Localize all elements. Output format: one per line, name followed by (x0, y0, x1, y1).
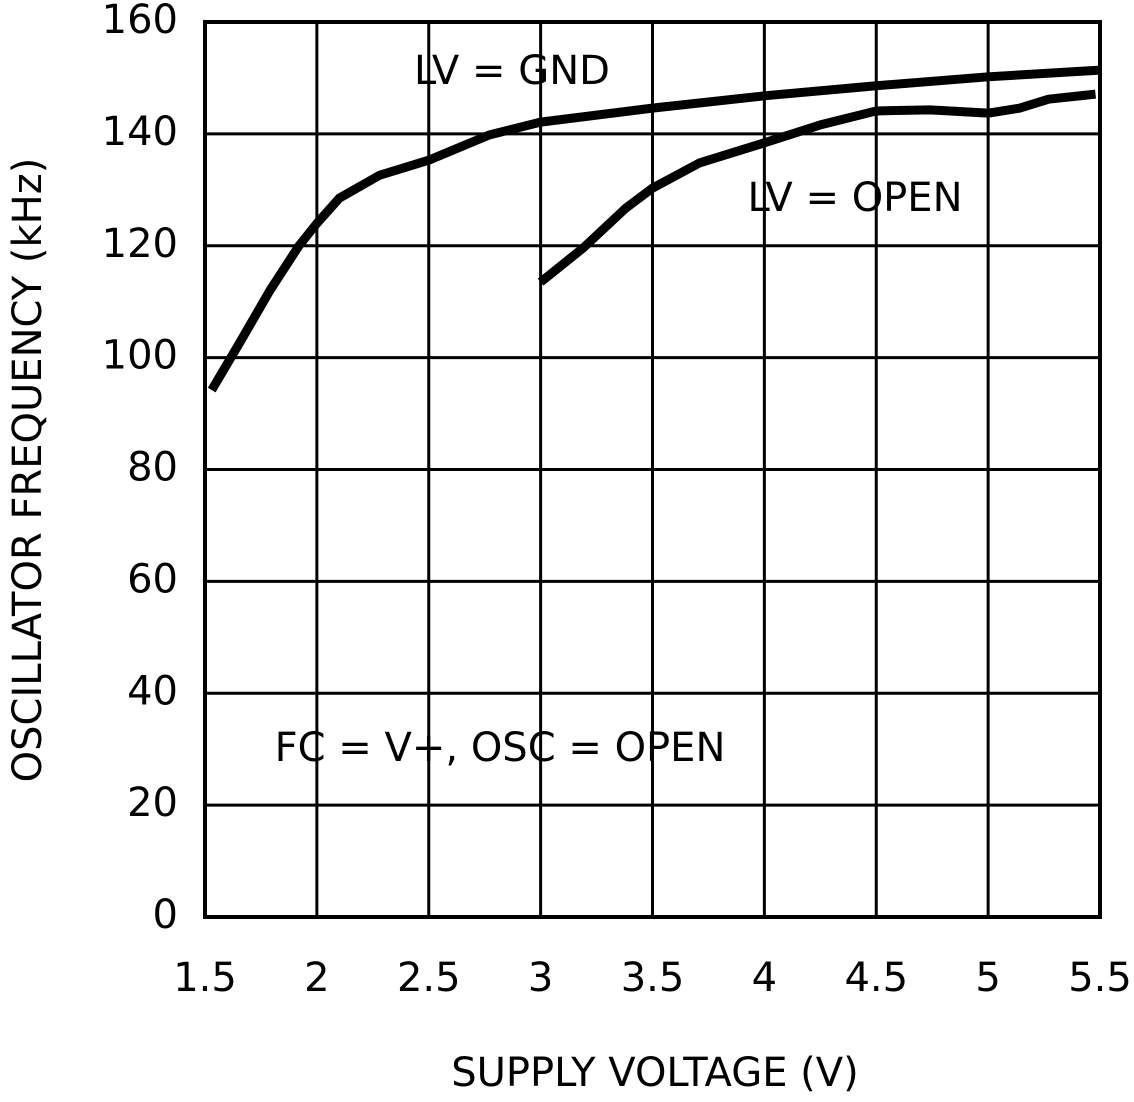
line (537, 89, 1097, 286)
plot-frame (203, 20, 1102, 919)
y-axis-label: OSCILLATOR FREQUENCY (kHz) (5, 158, 51, 783)
x-tick-label: 5 (975, 955, 1000, 1001)
y-tick-label: 160 (102, 0, 178, 43)
series-label: LV = GND (414, 48, 610, 94)
x-tick-label: 4 (752, 955, 777, 1001)
y-tick-label: 100 (102, 333, 178, 379)
y-tick-label: 60 (127, 556, 178, 602)
x-tick-label: 4.5 (844, 955, 908, 1001)
x-tick-label: 1.5 (173, 955, 237, 1001)
x-tick-label: 2.5 (397, 955, 461, 1001)
x-tick-label: 3 (528, 955, 553, 1001)
x-axis-label: SUPPLY VOLTAGE (V) (451, 1050, 859, 1096)
y-tick-label: 20 (127, 780, 178, 826)
y-tick-label: 120 (102, 221, 178, 267)
x-tick-label: 2 (304, 955, 329, 1001)
line (207, 65, 1101, 393)
series-label: LV = OPEN (748, 175, 963, 221)
y-tick-label: 80 (127, 445, 178, 491)
annotation: FC = V+, OSC = OPEN (275, 725, 726, 771)
y-tick-label: 40 (127, 668, 178, 714)
x-tick-label: 3.5 (621, 955, 685, 1001)
y-tick-label: 140 (102, 109, 178, 155)
y-tick-label: 0 (153, 892, 178, 938)
x-tick-label: 5.5 (1068, 955, 1132, 1001)
